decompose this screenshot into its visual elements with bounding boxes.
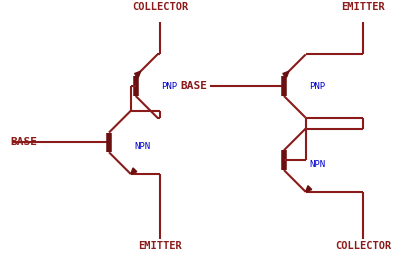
Text: COLLECTOR: COLLECTOR — [335, 241, 391, 251]
Text: NPN: NPN — [135, 142, 151, 151]
Polygon shape — [131, 168, 137, 174]
Text: BASE: BASE — [10, 137, 37, 147]
Text: NPN: NPN — [310, 160, 326, 169]
Polygon shape — [283, 71, 289, 77]
Text: PNP: PNP — [161, 82, 178, 91]
Text: COLLECTOR: COLLECTOR — [132, 2, 188, 12]
Polygon shape — [306, 186, 312, 192]
Text: BASE: BASE — [181, 81, 208, 91]
Text: EMITTER: EMITTER — [138, 241, 182, 251]
Text: EMITTER: EMITTER — [341, 2, 385, 12]
Polygon shape — [134, 71, 141, 77]
Text: PNP: PNP — [310, 82, 326, 91]
